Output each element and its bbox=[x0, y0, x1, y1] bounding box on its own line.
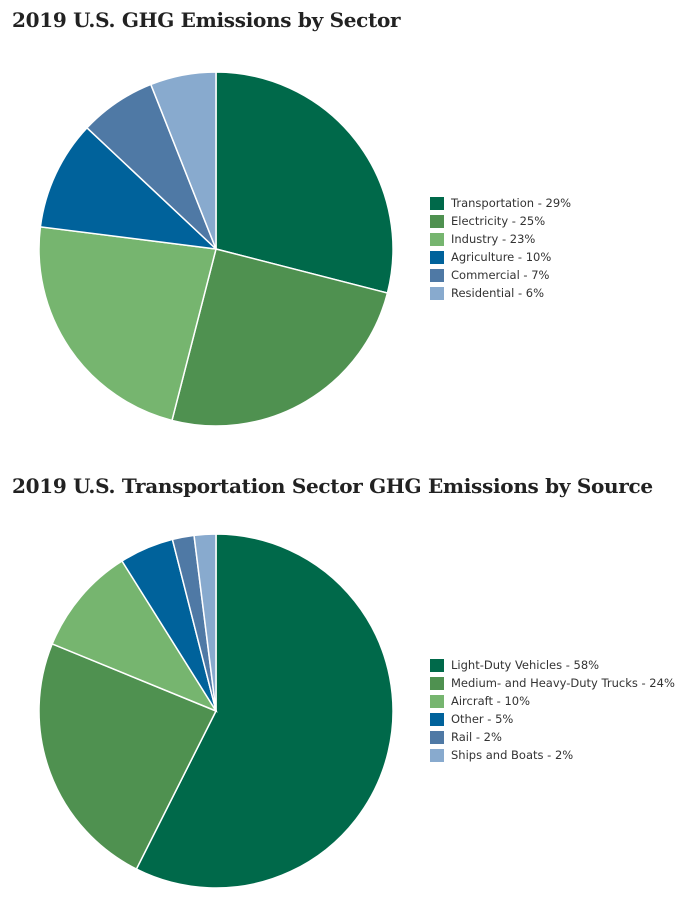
pie-slice bbox=[38, 642, 218, 871]
legend-swatch bbox=[430, 214, 444, 228]
legend-label: Electricity - 25% bbox=[451, 214, 546, 228]
chart-title-sector: 2019 U.S. GHG Emissions by Sector bbox=[12, 8, 401, 32]
legend-swatch bbox=[430, 250, 444, 264]
legend-item: Agriculture - 10% bbox=[430, 248, 571, 266]
legend-item: Rail - 2% bbox=[430, 728, 675, 746]
legend-label: Ships and Boats - 2% bbox=[451, 748, 574, 762]
pie-chart-transport bbox=[38, 533, 394, 889]
legend-item: Electricity - 25% bbox=[430, 212, 571, 230]
pie-slice bbox=[171, 248, 389, 427]
legend-swatch bbox=[430, 232, 444, 246]
legend-label: Other - 5% bbox=[451, 712, 514, 726]
legend-label: Industry - 23% bbox=[451, 232, 536, 246]
pie-slice bbox=[215, 71, 394, 294]
legend-item: Other - 5% bbox=[430, 710, 675, 728]
legend-item: Commercial - 7% bbox=[430, 266, 571, 284]
legend-item: Industry - 23% bbox=[430, 230, 571, 248]
legend-item: Aircraft - 10% bbox=[430, 692, 675, 710]
legend-swatch bbox=[430, 658, 444, 672]
legend-item: Ships and Boats - 2% bbox=[430, 746, 675, 764]
pie-chart-sector bbox=[38, 71, 394, 427]
legend-label: Aircraft - 10% bbox=[451, 694, 531, 708]
legend-swatch bbox=[430, 712, 444, 726]
legend-item: Residential - 6% bbox=[430, 284, 571, 302]
chart-title-transport: 2019 U.S. Transportation Sector GHG Emis… bbox=[12, 474, 653, 498]
legend-swatch bbox=[430, 286, 444, 300]
legend-label: Commercial - 7% bbox=[451, 268, 550, 282]
legend-swatch bbox=[430, 694, 444, 708]
legend-label: Residential - 6% bbox=[451, 286, 545, 300]
pie-slice bbox=[51, 559, 218, 713]
legend-label: Transportation - 29% bbox=[451, 196, 572, 210]
legend-item: Medium- and Heavy-Duty Trucks - 24% bbox=[430, 674, 675, 692]
legend-transport: Light-Duty Vehicles - 58% Medium- and Hea… bbox=[430, 656, 675, 764]
legend-swatch bbox=[430, 748, 444, 762]
pie-slice bbox=[149, 71, 217, 250]
legend-swatch bbox=[430, 730, 444, 744]
pie-slice bbox=[39, 126, 219, 251]
pie-slice bbox=[135, 533, 394, 889]
pie-slice bbox=[193, 533, 217, 712]
legend-label: Light-Duty Vehicles - 58% bbox=[451, 658, 600, 672]
legend-swatch bbox=[430, 676, 444, 690]
legend-label: Agriculture - 10% bbox=[451, 250, 552, 264]
legend-item: Transportation - 29% bbox=[430, 194, 571, 212]
legend-swatch bbox=[430, 196, 444, 210]
legend-sector: Transportation - 29% Electricity - 25% Ind… bbox=[430, 194, 571, 302]
pie-slice bbox=[38, 225, 217, 422]
legend-swatch bbox=[430, 268, 444, 282]
legend-label: Rail - 2% bbox=[451, 730, 502, 744]
legend-item: Light-Duty Vehicles - 58% bbox=[430, 656, 675, 674]
legend-label: Medium- and Heavy-Duty Trucks - 24% bbox=[451, 676, 675, 690]
